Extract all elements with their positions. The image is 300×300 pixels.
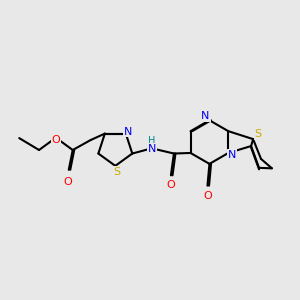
Text: O: O <box>203 190 212 201</box>
Text: O: O <box>52 135 60 145</box>
Text: H: H <box>148 136 156 146</box>
Text: N: N <box>148 144 156 154</box>
Text: N: N <box>201 111 210 121</box>
Text: S: S <box>113 167 120 177</box>
Text: N: N <box>124 127 132 136</box>
Text: O: O <box>167 180 175 190</box>
Text: O: O <box>63 177 72 187</box>
Text: S: S <box>254 129 262 139</box>
Text: N: N <box>228 150 236 160</box>
